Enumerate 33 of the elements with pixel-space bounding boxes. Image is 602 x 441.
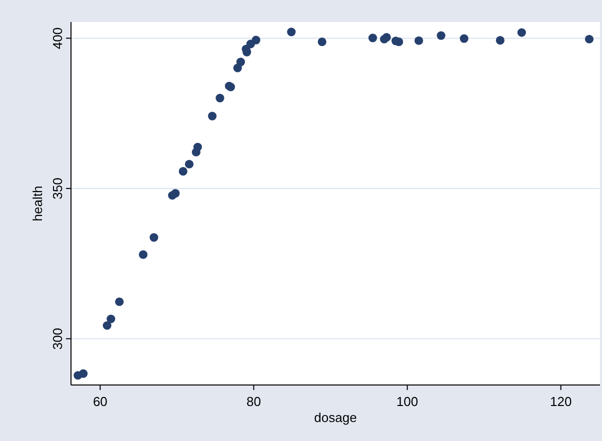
x-tick-label: 120 [550, 394, 572, 409]
point [252, 36, 260, 44]
x-tick-label: 100 [396, 394, 418, 409]
point [106, 314, 116, 324]
x-axis-title: dosage [314, 410, 357, 425]
point [236, 58, 245, 66]
point [436, 31, 446, 40]
point [517, 28, 526, 37]
point [287, 28, 296, 36]
x-tick-label: 60 [92, 394, 108, 409]
point [208, 112, 217, 120]
y-tick-label: 400 [50, 27, 65, 50]
point [150, 233, 158, 242]
point [318, 38, 326, 46]
point [382, 33, 391, 42]
y-tick-label: 350 [50, 178, 65, 200]
point [138, 250, 148, 259]
point [102, 321, 112, 330]
point [414, 36, 424, 45]
point [78, 369, 88, 378]
point [178, 167, 188, 176]
point [171, 188, 180, 198]
point [115, 297, 124, 306]
point [193, 142, 202, 152]
point [496, 36, 504, 45]
y-axis-title: health [30, 186, 45, 222]
point [216, 94, 224, 102]
y-tick-label: 300 [50, 328, 65, 350]
point [460, 34, 468, 43]
point [368, 34, 378, 42]
point [184, 160, 194, 168]
point [584, 34, 594, 44]
x-tick-label: 80 [246, 394, 261, 409]
